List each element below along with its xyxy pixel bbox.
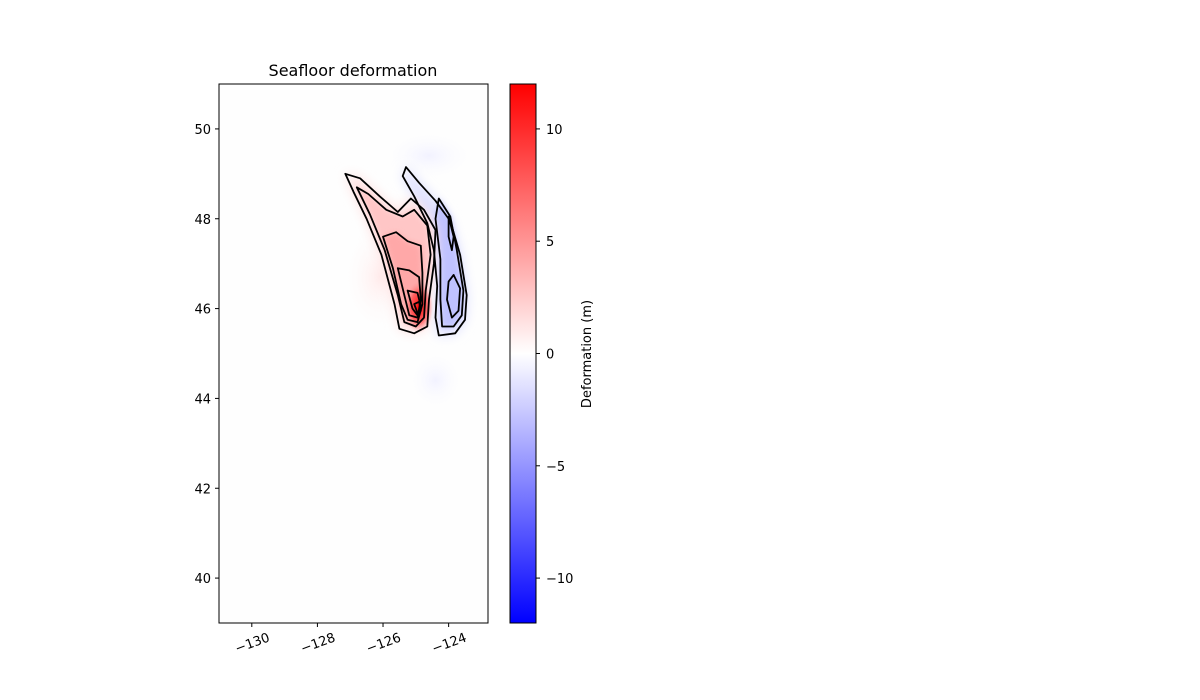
x-tick-label: −126 (364, 631, 403, 657)
y-tick-label: 46 (194, 303, 211, 318)
subsidence-shade-inner (435, 198, 464, 327)
uplift-contour (406, 289, 422, 317)
colorbar-tick-label: −10 (546, 572, 573, 587)
x-axis: −130 −128 −126 −124 (233, 623, 469, 657)
y-tick-label: 50 (194, 123, 211, 138)
uplift-contour (382, 231, 424, 323)
chart-title: Seafloor deformation (269, 61, 438, 80)
subsidence-lobe (379, 128, 479, 183)
uplift-contour (413, 300, 422, 314)
uplift-contour (355, 186, 432, 328)
colorbar-tick-label: 0 (546, 348, 554, 363)
subsidence-lobe (405, 349, 466, 412)
x-tick-label: −124 (430, 631, 469, 657)
y-axis: 40 42 44 46 48 50 (194, 123, 219, 587)
colorbar (509, 83, 537, 624)
subsidence-contours (401, 166, 468, 337)
subsidence-contour (401, 166, 468, 337)
colorbar-tick-label: 5 (546, 235, 554, 250)
y-tick-label: 42 (194, 482, 211, 497)
subsidence-contour (447, 215, 455, 252)
plot-frame (218, 83, 489, 624)
x-tick-label: −130 (233, 631, 272, 657)
subsidence-contour (446, 274, 461, 319)
y-tick-label: 40 (194, 572, 211, 587)
colorbar-axis: 10 5 0 −5 −10 (536, 123, 573, 587)
contour-lines (344, 166, 468, 337)
y-tick-label: 48 (194, 213, 211, 228)
uplift-contours (344, 172, 437, 335)
colorbar-label: Deformation (m) (580, 300, 595, 408)
y-tick-label: 44 (194, 392, 211, 407)
colorbar-tick-label: −5 (546, 460, 565, 475)
uplift-contour (344, 172, 437, 335)
subsidence-contour (434, 197, 465, 328)
colorbar-tick-label: 10 (546, 123, 563, 138)
x-tick-label: −128 (299, 631, 338, 657)
